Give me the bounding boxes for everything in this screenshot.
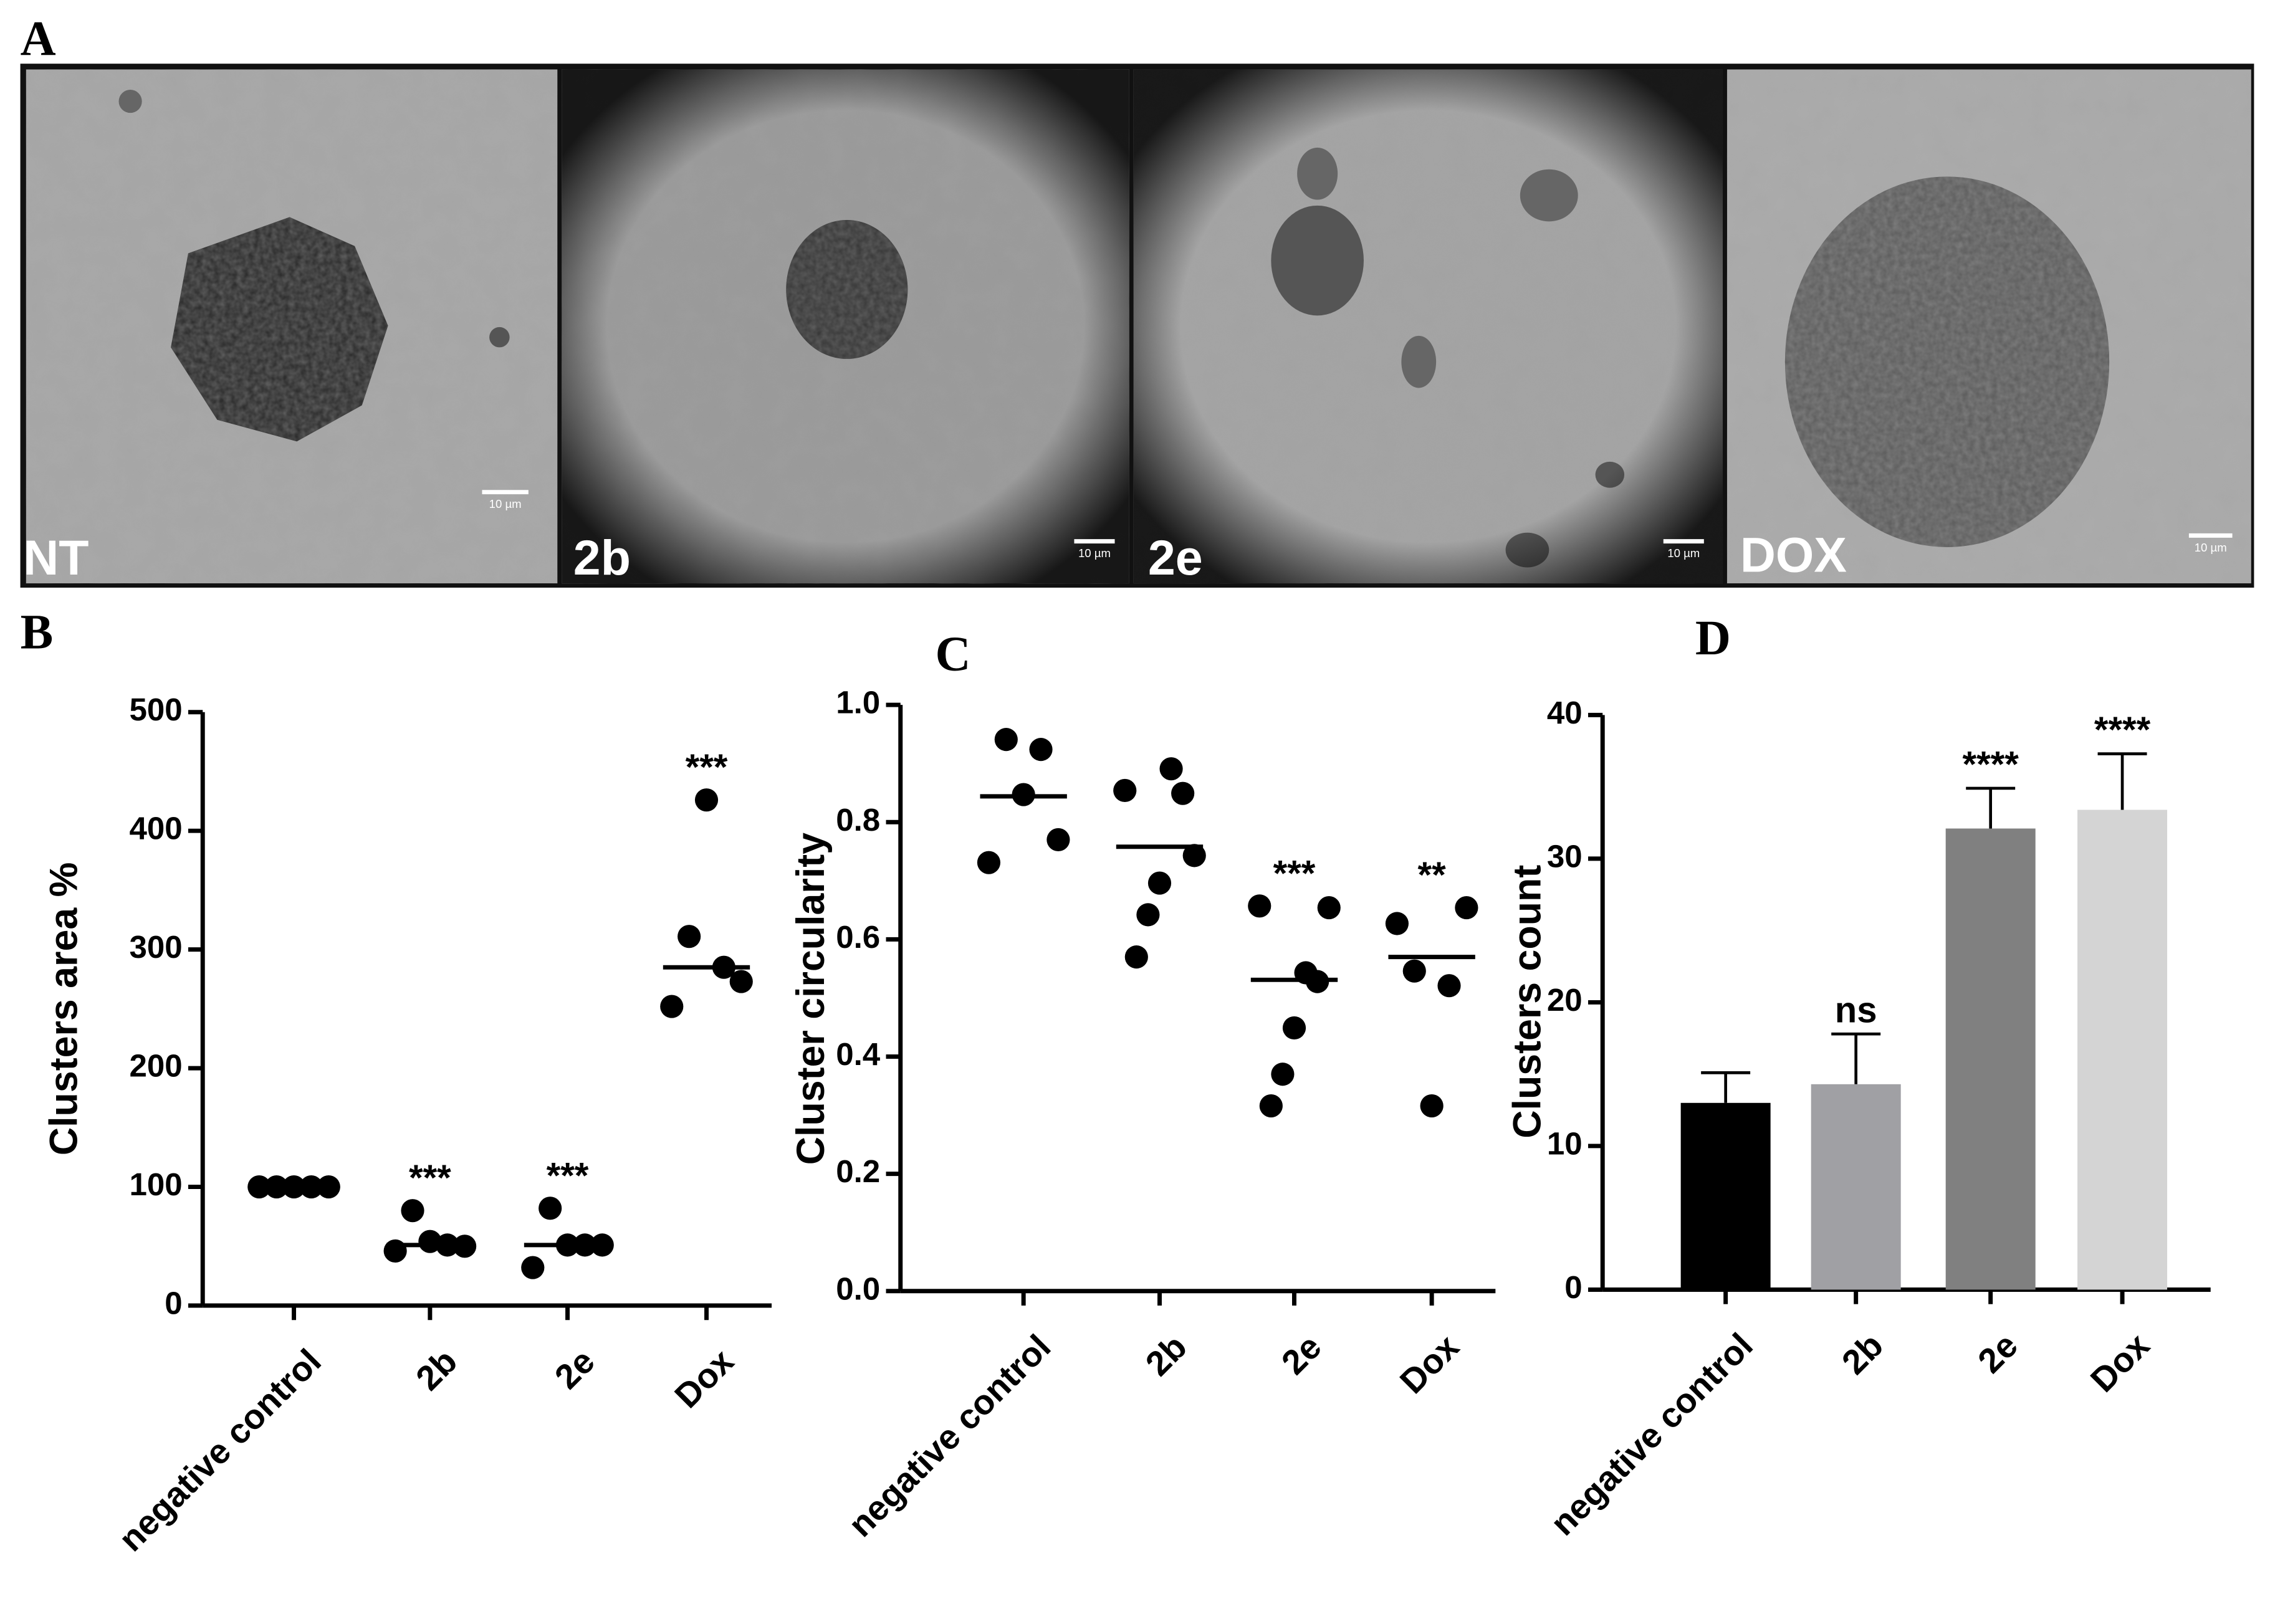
chart: C Cluster circularity 0.0 0.2 0.4 0.6 0.8 1.0 ne… — [789, 627, 1496, 1544]
y-tick-label: 1.0 — [836, 685, 880, 720]
cluster-texture — [1784, 176, 2110, 547]
data-point — [401, 1199, 424, 1223]
data-point — [1420, 1094, 1444, 1118]
panel-label: A — [21, 12, 56, 66]
data-point — [1147, 871, 1172, 895]
data-point — [660, 995, 684, 1018]
image-label: NT — [23, 530, 89, 585]
y-axis-title: Clusters count — [1506, 865, 1549, 1139]
y-tick-label: 200 — [129, 1048, 182, 1084]
bar — [1811, 1084, 1901, 1290]
y-tick-label: 10 — [1547, 1125, 1583, 1161]
x-tick-label: negative control — [841, 1327, 1058, 1544]
x-tick-label: negative control — [112, 1342, 328, 1559]
y-tick-label: 0 — [1564, 1269, 1582, 1305]
significance-label: **** — [2094, 710, 2151, 750]
image-label: DOX — [1740, 527, 1847, 582]
data-point — [1113, 778, 1137, 803]
y-tick-label: 30 — [1547, 838, 1583, 874]
scale-bar-label: 10 µm — [2195, 541, 2227, 554]
data-point — [1182, 844, 1206, 867]
x-tick-label: Dox — [668, 1342, 741, 1415]
micrograph: DOX 10 µm — [1726, 69, 2251, 584]
data-point — [994, 728, 1018, 752]
x-tick-label: 2b — [408, 1342, 464, 1398]
x-tick-label: Dox — [2083, 1325, 2157, 1399]
data-point — [521, 1256, 545, 1279]
significance-label: *** — [686, 747, 728, 788]
y-axis-title: Clusters area % — [42, 862, 85, 1156]
y-tick-label: 400 — [129, 811, 182, 846]
data-point — [1171, 781, 1195, 805]
data-point — [1402, 959, 1426, 983]
y-tick-label: 0.4 — [836, 1036, 881, 1072]
micrograph: 2e 10 µm — [1133, 69, 1723, 585]
significance-label: *** — [409, 1158, 451, 1198]
chart: D Clusters count 0 10 20 30 40 negative control… — [1506, 611, 2211, 1543]
y-tick-label: 40 — [1547, 695, 1583, 730]
y-tick-label: 0 — [165, 1286, 182, 1321]
data-point — [1385, 912, 1409, 935]
image-vignette — [562, 69, 1129, 584]
y-tick-label: 100 — [129, 1167, 182, 1202]
y-tick-label: 0.2 — [836, 1154, 880, 1189]
data-point — [694, 788, 719, 812]
data-point — [1437, 974, 1461, 998]
y-tick-label: 20 — [1547, 982, 1583, 1018]
bar — [2077, 810, 2168, 1290]
significance-label: *** — [1273, 853, 1316, 894]
bar — [1680, 1102, 1771, 1290]
data-point — [729, 970, 753, 993]
x-tick-label: Dox — [1392, 1327, 1466, 1401]
y-tick-label: 0.8 — [836, 802, 880, 838]
data-point — [1271, 1063, 1295, 1086]
data-point — [418, 1230, 442, 1253]
panel-label: D — [1695, 611, 1731, 666]
significance-label: *** — [547, 1155, 589, 1196]
cluster-texture — [171, 217, 388, 442]
significance-label: ** — [1418, 855, 1447, 896]
scale-bar-label: 10 µm — [1078, 547, 1111, 560]
y-tick-label: 0.0 — [836, 1271, 880, 1306]
data-point — [1159, 757, 1183, 781]
x-tick-label: 2e — [1970, 1325, 2025, 1380]
y-tick-label: 500 — [129, 692, 182, 727]
panel-label: B — [21, 606, 54, 660]
data-point — [1124, 945, 1148, 969]
micrograph: 2b 10 µm — [562, 69, 1129, 585]
micrograph: NT 10 µm — [23, 69, 558, 585]
x-tick-label: 2e — [1274, 1327, 1329, 1382]
x-tick-label: negative control — [1543, 1325, 1760, 1542]
data-point — [1259, 1094, 1283, 1118]
data-point — [977, 851, 1000, 874]
debris — [118, 90, 142, 113]
data-point — [1455, 896, 1478, 920]
bar — [1945, 828, 2036, 1290]
x-tick-label: 2b — [1834, 1325, 1890, 1382]
scale-bar-label: 10 µm — [1667, 547, 1700, 560]
image-label: 2e — [1148, 530, 1203, 585]
data-point — [539, 1197, 562, 1220]
data-point — [1317, 896, 1341, 920]
image-label: 2b — [573, 530, 631, 585]
image-vignette — [1133, 69, 1723, 584]
data-point — [1248, 894, 1271, 918]
y-tick-label: 300 — [129, 929, 182, 965]
data-point — [1029, 738, 1053, 762]
significance-label: ns — [1835, 990, 1877, 1031]
chart: B Clusters area % 0 100 200 300 400 500 negative… — [21, 606, 772, 1559]
debris — [489, 327, 510, 348]
data-point — [678, 925, 701, 948]
data-point — [1136, 903, 1160, 927]
x-tick-label: 2e — [547, 1342, 602, 1397]
panel-label: C — [935, 627, 970, 681]
data-point — [1046, 828, 1070, 852]
data-point — [1282, 1016, 1306, 1040]
y-axis-title: Cluster circularity — [789, 833, 833, 1165]
y-tick-label: 0.6 — [836, 919, 880, 955]
scale-bar-label: 10 µm — [489, 497, 522, 510]
significance-label: **** — [1962, 744, 2019, 785]
x-tick-label: 2b — [1138, 1327, 1194, 1383]
